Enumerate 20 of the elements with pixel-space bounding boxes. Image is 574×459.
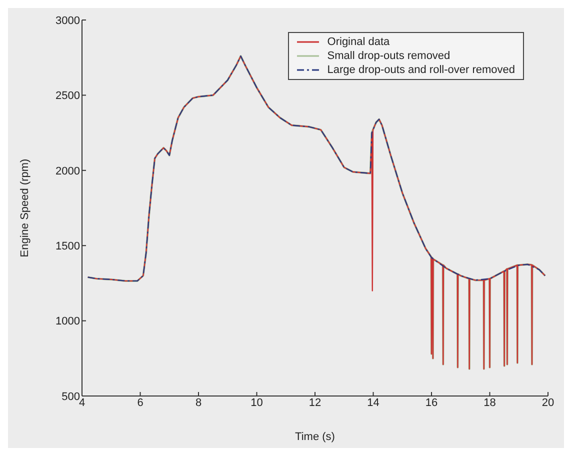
y-tick-label: 3000 (56, 14, 80, 27)
x-tick-label: 18 (484, 396, 496, 409)
x-tick-label: 6 (137, 396, 144, 409)
legend-label: Original data (327, 35, 390, 49)
y-tick-label: 2500 (56, 90, 80, 102)
x-tick-label: 4 (78, 396, 86, 409)
x-tick-label: 20 (542, 396, 554, 409)
y-tick-label: 500 (62, 390, 80, 403)
legend-label: Large drop-outs and roll-over removed (327, 63, 515, 77)
y-tick-label: 1500 (56, 240, 80, 253)
y-axis-title: Engine Speed (rpm) (18, 158, 31, 258)
x-tick-label: 14 (367, 396, 380, 409)
x-tick-label: 16 (425, 396, 438, 409)
x-tick-label: 10 (250, 396, 263, 409)
x-tick-label: 8 (195, 396, 202, 409)
x-axis-title: Time (s) (295, 431, 335, 443)
x-tick-label: 12 (308, 396, 322, 409)
legend-label: Small drop-outs removed (327, 49, 450, 63)
y-tick-label: 1000 (56, 316, 80, 328)
y-tick-label: 2000 (56, 165, 80, 178)
